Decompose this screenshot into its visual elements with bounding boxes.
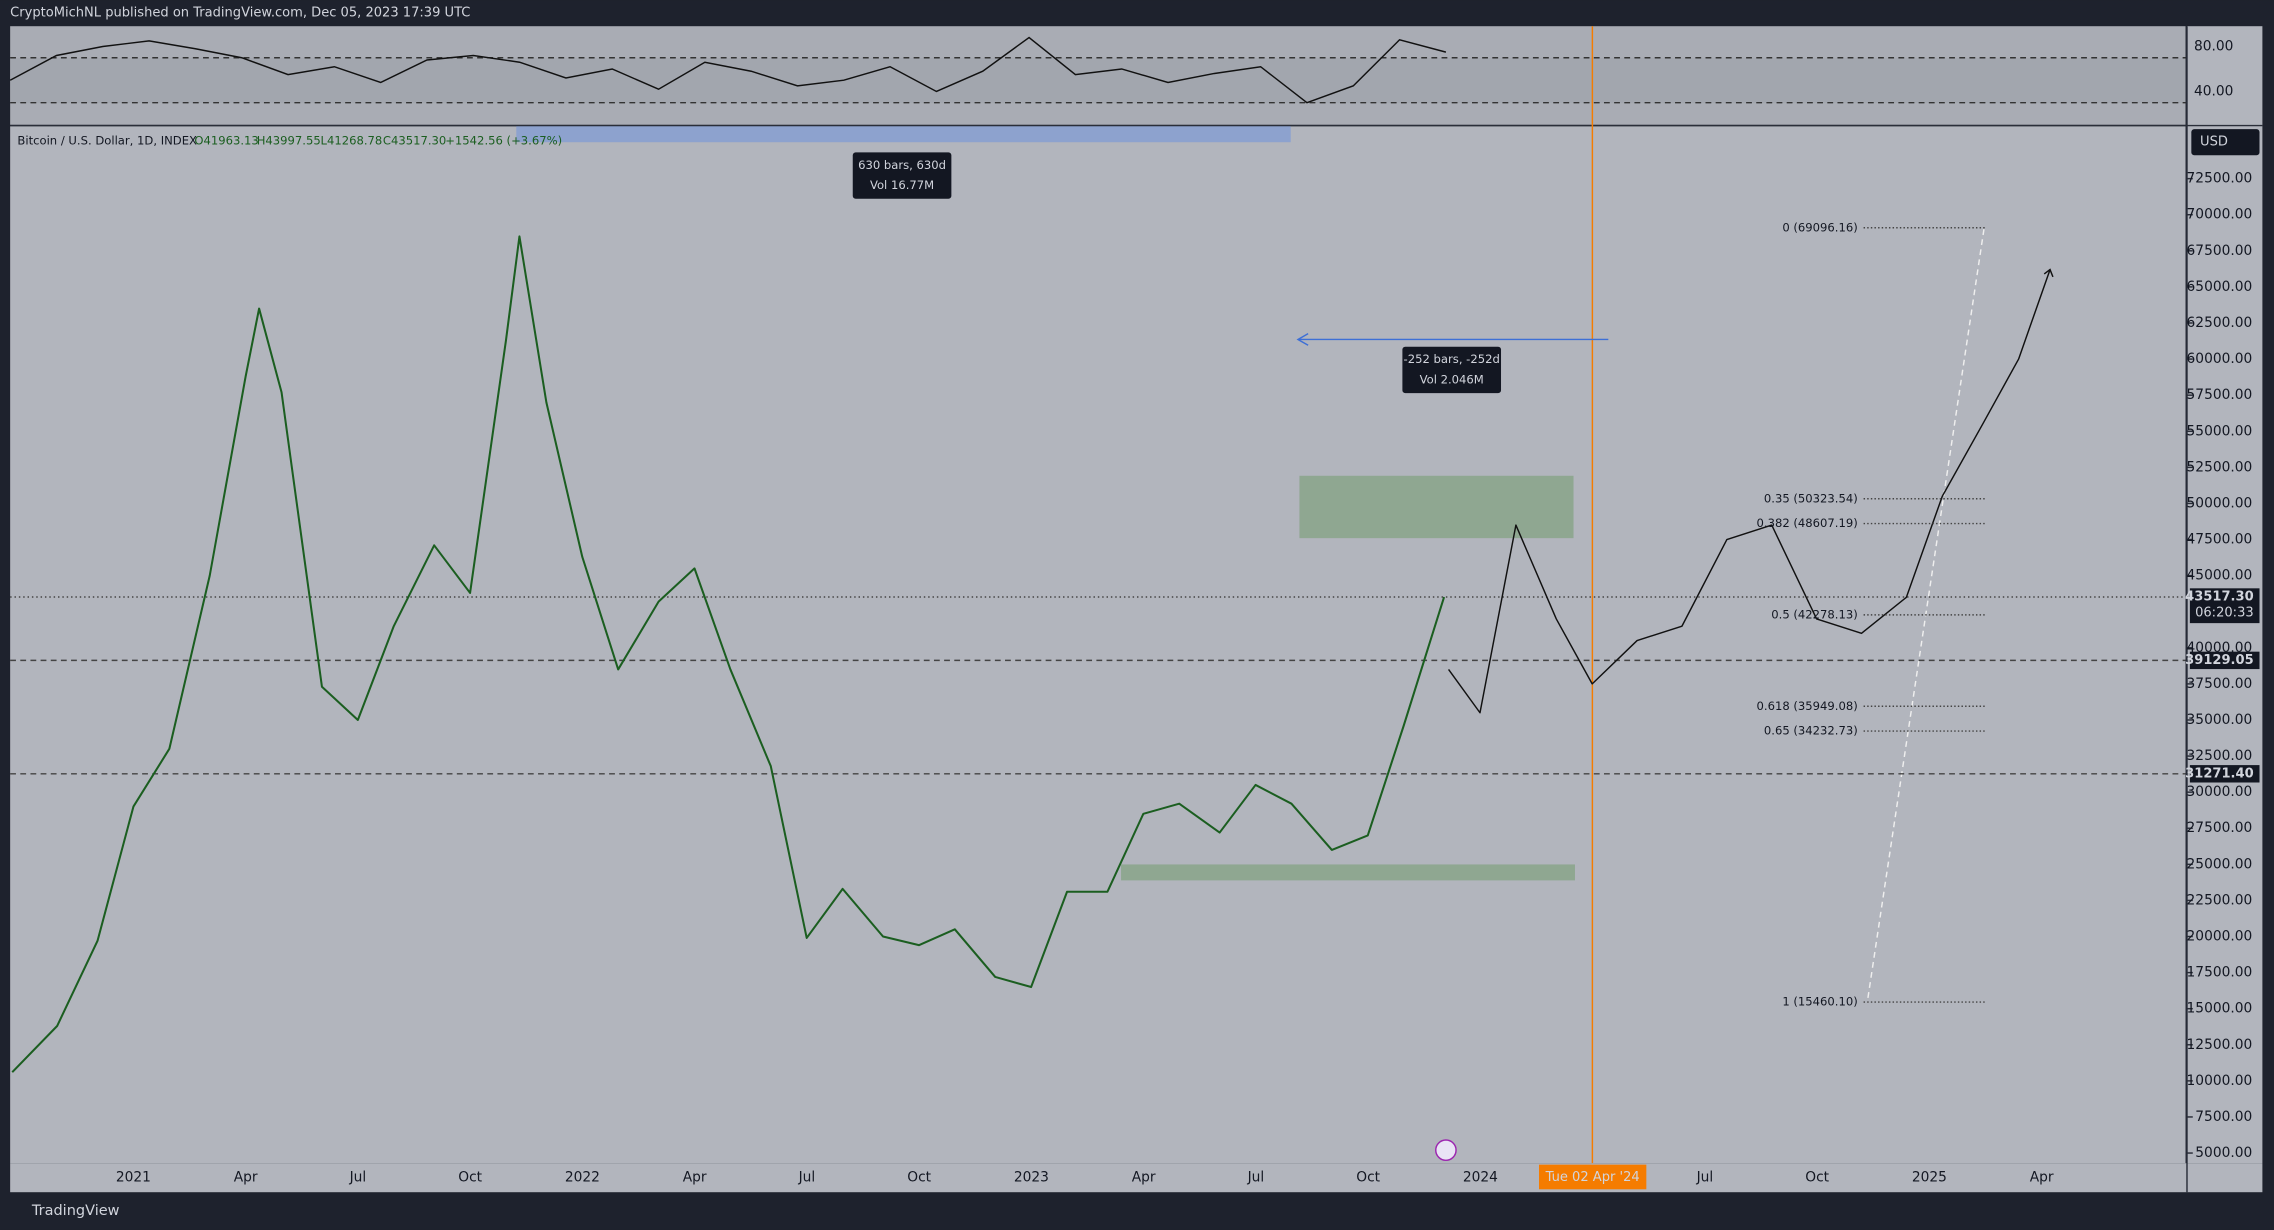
price-label: 47500.00 [2187, 532, 2253, 548]
price-label: 22500.00 [2187, 892, 2253, 908]
header-text: CryptoMichNL published on TradingView.co… [10, 6, 470, 21]
currency: USD [2200, 135, 2228, 150]
price-label: 50000.00 [2187, 495, 2253, 511]
fib-label: 0 (69096.16) [1782, 220, 1857, 234]
badge-label: 43517.30 [2185, 590, 2254, 605]
zone-box [1121, 864, 1575, 881]
time-label: Apr [234, 1170, 258, 1186]
time-label: 2021 [116, 1170, 151, 1186]
price-pane [10, 126, 2186, 1164]
price-label: 15000.00 [2187, 1001, 2253, 1017]
time-label: Jul [1247, 1170, 1265, 1186]
symbol: Bitcoin / U.S. Dollar, 1D, INDEX [17, 133, 197, 147]
time-label: Jul [1696, 1170, 1714, 1186]
zone-box [1299, 475, 1574, 539]
price-label: 60000.00 [2187, 351, 2253, 367]
time-label: Oct [1356, 1170, 1380, 1186]
price-label: 10000.00 [2187, 1073, 2253, 1089]
time-label: Jul [798, 1170, 816, 1186]
fib-label: 0.618 (35949.08) [1757, 699, 1858, 713]
countdown: 06:20:33 [2195, 605, 2254, 620]
time-label: Apr [683, 1170, 707, 1186]
price-badge [2189, 588, 2260, 624]
price-line-series [11, 235, 1446, 1073]
time-label: 2022 [565, 1170, 600, 1186]
measure-range [516, 126, 1291, 143]
ohlc-open: O41963.13 [194, 133, 258, 147]
price-label: 12500.00 [2187, 1037, 2253, 1053]
time-label: Apr [2030, 1170, 2054, 1186]
time-label: 2023 [1014, 1170, 1049, 1186]
price-label: 7500.00 [2195, 1109, 2252, 1125]
price-label: 45000.00 [2187, 568, 2253, 584]
price-label: 35000.00 [2187, 712, 2253, 728]
time-label: Oct [458, 1170, 482, 1186]
price-badge [2189, 651, 2260, 670]
time-label: Tue 02 Apr '24 [1545, 1170, 1640, 1185]
fib-label: 0.35 (50323.54) [1764, 491, 1858, 505]
measure-box [852, 152, 952, 199]
measure-bars: -252 bars, -252d [1404, 352, 1500, 366]
price-label: 30000.00 [2187, 784, 2253, 800]
badge-label: 39129.05 [2185, 653, 2254, 668]
time-label: Apr [1132, 1170, 1156, 1186]
fib-trend [1867, 229, 1985, 998]
price-label: 20000.00 [2187, 929, 2253, 945]
price-label: 72500.00 [2187, 171, 2253, 187]
price-label: 67500.00 [2187, 243, 2253, 259]
measure-vol: Vol 2.046M [1420, 373, 1484, 387]
ohlc-close: C43517.30 [383, 133, 446, 147]
time-label: Oct [1805, 1170, 1829, 1186]
rsi-label: 80.00 [2194, 39, 2233, 55]
arrow-head [1296, 333, 1309, 346]
ohlc-high: H43997.55 [257, 133, 321, 147]
time-label: 2024 [1463, 1170, 1498, 1186]
time-axis [10, 1163, 2263, 1193]
measure-vol: Vol 16.77M [870, 178, 934, 192]
time-label: Oct [907, 1170, 931, 1186]
badge-label: 31271.40 [2185, 766, 2254, 781]
price-label: 70000.00 [2187, 207, 2253, 223]
price-label: 25000.00 [2187, 856, 2253, 872]
event-icon [1435, 1139, 1457, 1162]
price-label: 37500.00 [2187, 676, 2253, 692]
time-label: Jul [349, 1170, 367, 1186]
price-label: 32500.00 [2187, 748, 2253, 764]
measure-bars: 630 bars, 630d [858, 158, 946, 172]
price-label: 17500.00 [2187, 965, 2253, 981]
price-label: 65000.00 [2187, 279, 2253, 295]
price-label: 62500.00 [2187, 315, 2253, 331]
currency-box [2191, 129, 2260, 156]
price-badge [2189, 765, 2260, 783]
fib-label: 1 (15460.10) [1782, 995, 1857, 1009]
measure-box [1402, 346, 1502, 394]
fib-label: 0.382 (48607.19) [1757, 516, 1858, 530]
price-label: 5000.00 [2195, 1145, 2252, 1161]
ohlc-low: L41268.78 [321, 133, 383, 147]
legend: Bitcoin / U.S. Dollar, 1D, INDEX O41963.… [17, 133, 562, 147]
time-label: 2025 [1912, 1170, 1947, 1186]
fib-label: 0.5 (42278.13) [1771, 607, 1857, 621]
footer-brand: TradingView [31, 1203, 120, 1219]
rsi-label: 40.00 [2194, 83, 2233, 99]
price-label: 27500.00 [2187, 820, 2253, 836]
fib-label: 0.65 (34232.73) [1764, 724, 1858, 738]
ohlc-change: +1542.56 (+3.67%) [445, 133, 562, 147]
price-label: 55000.00 [2187, 423, 2253, 439]
rsi-band [10, 58, 2186, 104]
date-badge [1539, 1164, 1647, 1190]
projection-arrow [2043, 268, 2054, 278]
price-label: 57500.00 [2187, 387, 2253, 403]
rsi-line [9, 36, 1447, 104]
price-label: 52500.00 [2187, 459, 2253, 475]
projection-curve [1447, 269, 2051, 714]
